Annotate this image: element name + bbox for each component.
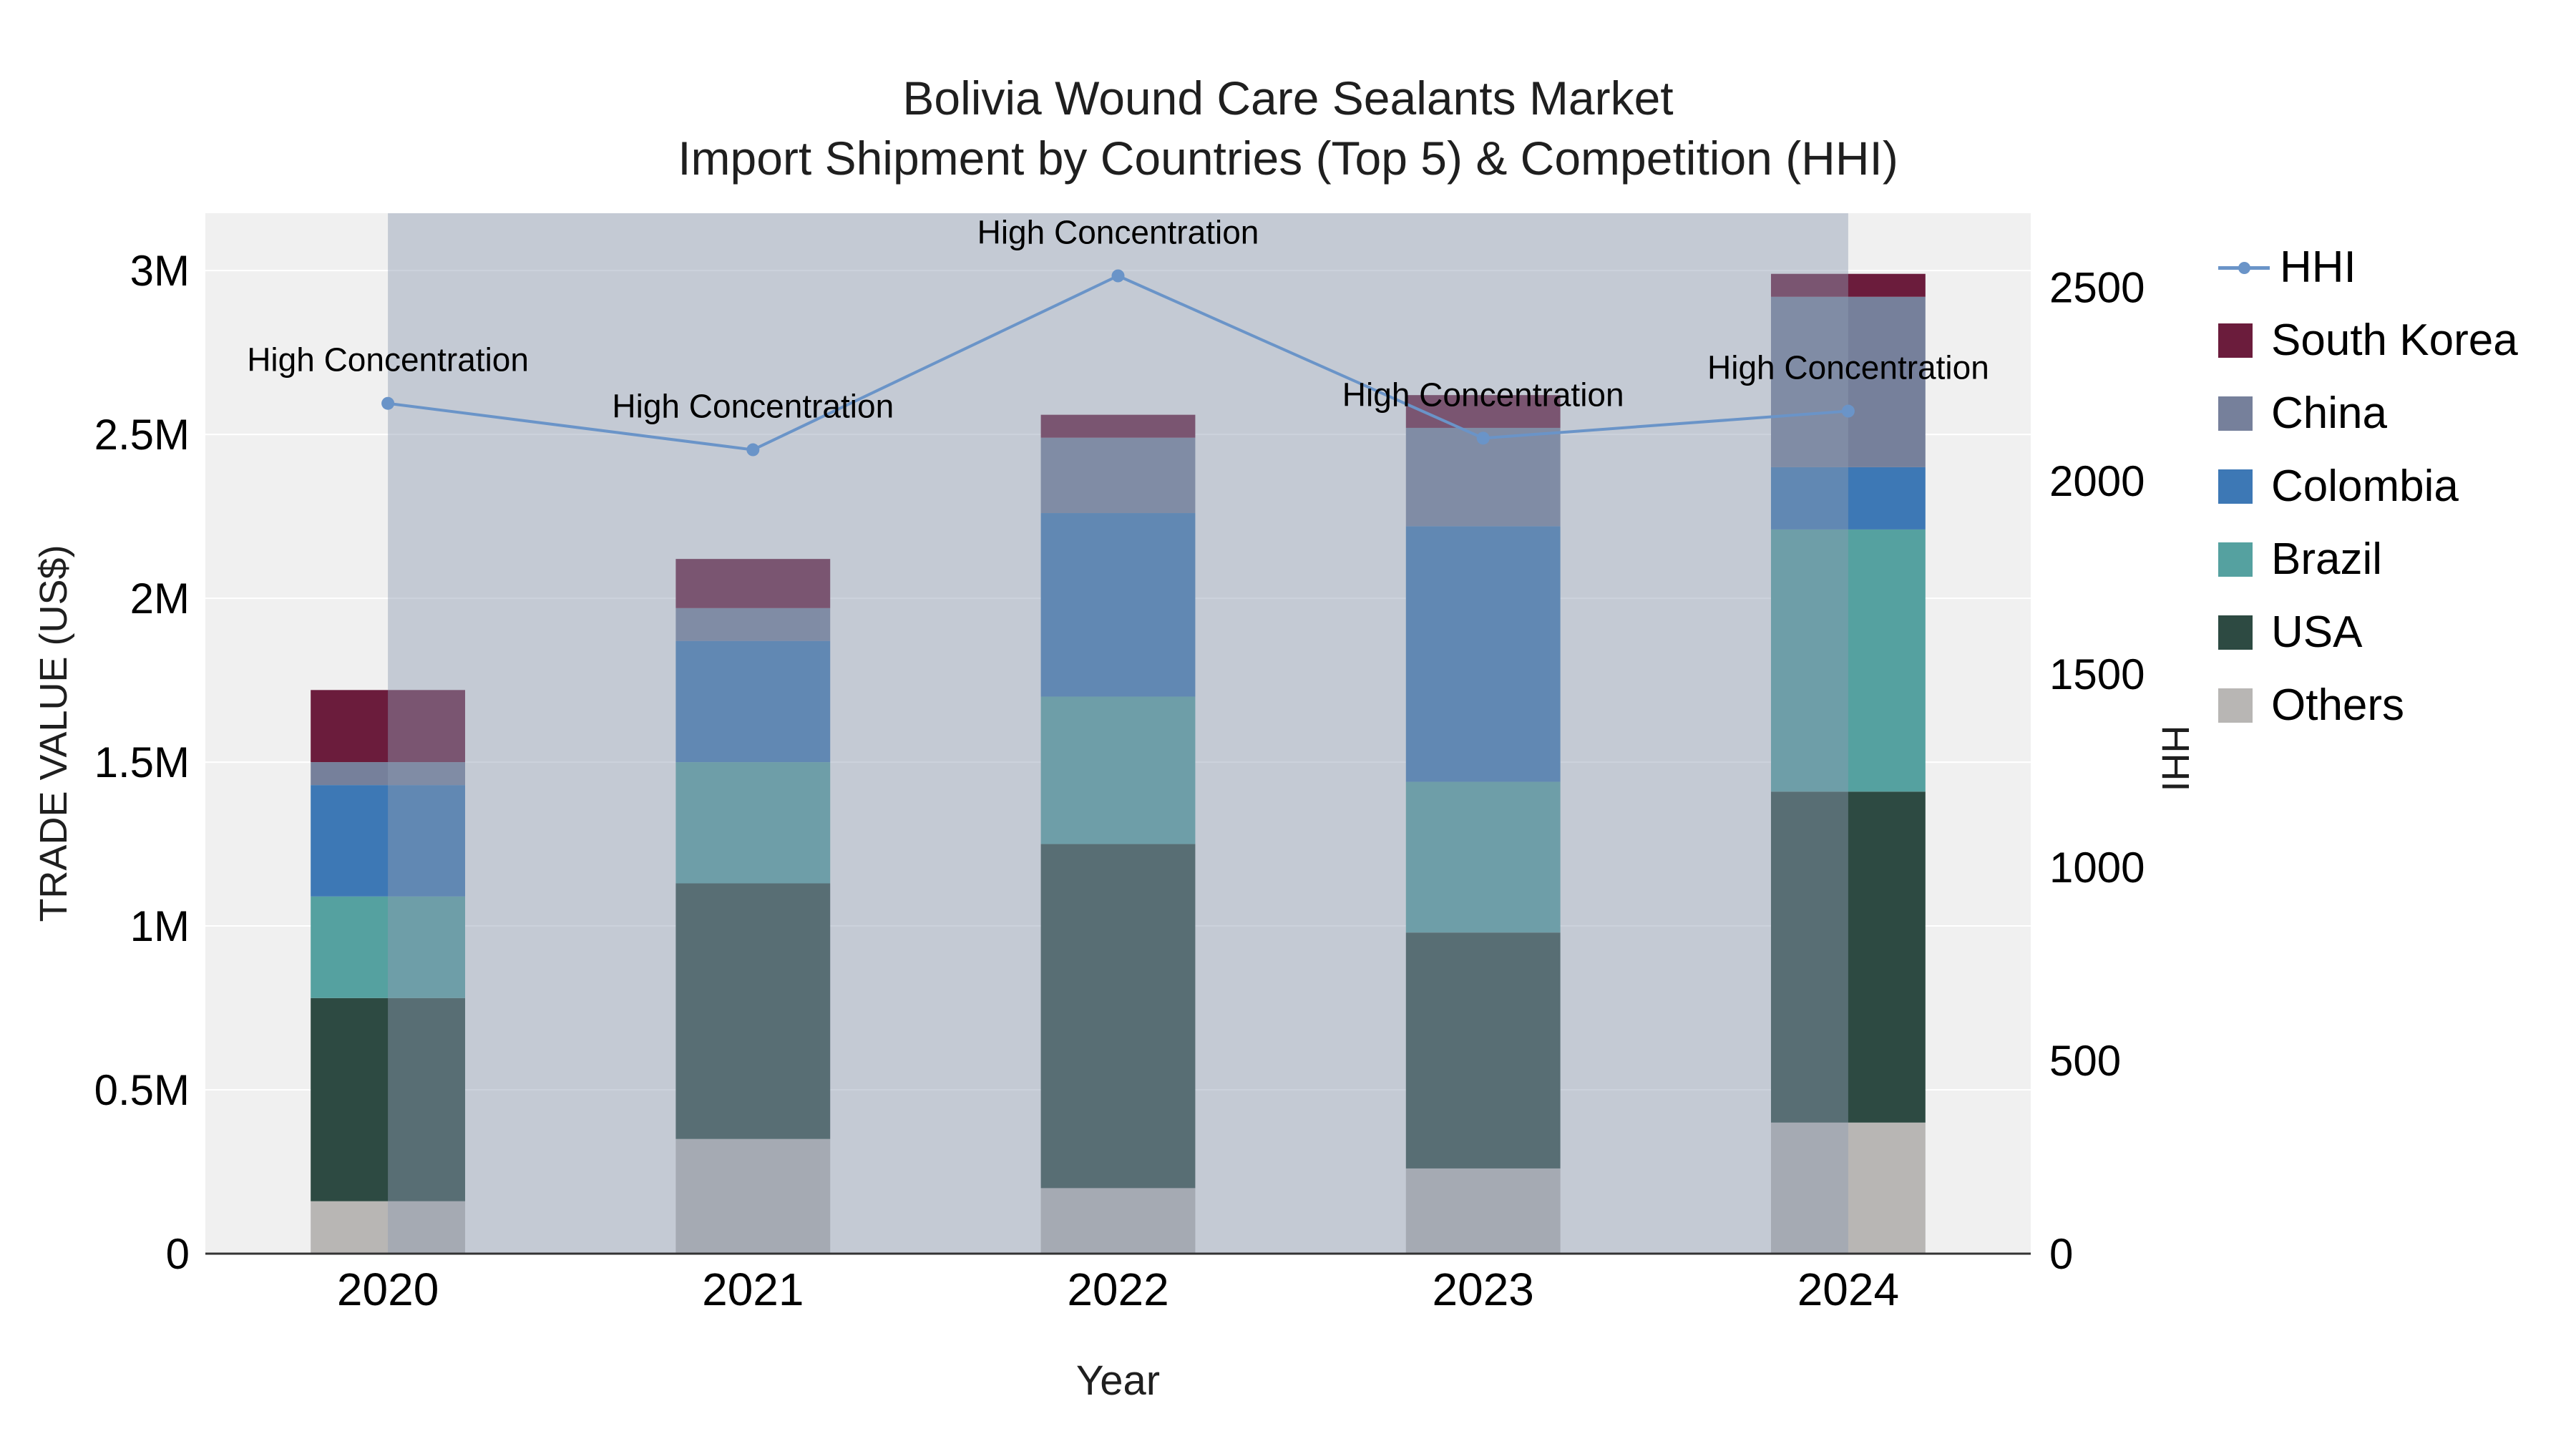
y-tick-label: 0.5M xyxy=(94,1066,190,1114)
bar-segment-south-korea-2022[interactable] xyxy=(1040,414,1196,438)
bar-segment-south-korea-2024[interactable] xyxy=(1770,273,1926,297)
bar-segment-others-2020[interactable] xyxy=(311,1201,466,1254)
y-axis-title: TRADE VALUE (US$) xyxy=(32,545,75,922)
bar-segment-colombia-2020[interactable] xyxy=(311,785,466,897)
y-tick-label: 2M xyxy=(130,575,190,623)
y-tick-label: 0 xyxy=(166,1230,190,1278)
y-tick-label: 2.5M xyxy=(94,411,190,459)
legend-item-brazil[interactable]: Brazil xyxy=(2218,534,2518,585)
legend-item-south-korea[interactable]: South Korea xyxy=(2218,315,2518,366)
bar-segment-brazil-2020[interactable] xyxy=(311,896,466,998)
bar-segment-others-2024[interactable] xyxy=(1770,1122,1926,1254)
bar-segment-china-2022[interactable] xyxy=(1040,437,1196,514)
chart-subtitle: Import Shipment by Countries (Top 5) & C… xyxy=(678,132,1898,185)
bar-segment-china-2024[interactable] xyxy=(1770,296,1926,467)
y2-tick-label: 2000 xyxy=(2049,457,2145,505)
bar-segment-china-2020[interactable] xyxy=(311,762,466,786)
bar-segment-china-2021[interactable] xyxy=(675,608,831,641)
y2-tick-label: 1500 xyxy=(2049,650,2145,698)
x-tick-label-2021: 2021 xyxy=(702,1264,804,1315)
annotation-high-concentration: High Concentration xyxy=(247,341,529,379)
legend-label: Brazil xyxy=(2271,535,2383,584)
bar-segment-usa-2021[interactable] xyxy=(675,883,831,1139)
x-tick-label-2024: 2024 xyxy=(1797,1264,1899,1315)
hhi-marker-2020[interactable] xyxy=(381,396,395,410)
legend-color-swatch xyxy=(2218,469,2253,504)
hhi-marker-2022[interactable] xyxy=(1111,269,1125,283)
y2-tick-label: 2500 xyxy=(2049,264,2145,312)
legend-item-china[interactable]: China xyxy=(2218,388,2518,439)
annotation-high-concentration: High Concentration xyxy=(977,213,1259,250)
x-tick-label-2023: 2023 xyxy=(1433,1264,1534,1315)
bar-segment-colombia-2023[interactable] xyxy=(1405,526,1561,782)
chart-title-block: Bolivia Wound Care Sealants Market Impor… xyxy=(0,68,2576,189)
bar-segment-south-korea-2023[interactable] xyxy=(1405,395,1561,428)
legend-label: South Korea xyxy=(2271,316,2518,365)
chart-title: Bolivia Wound Care Sealants Market xyxy=(902,72,1674,125)
bar-segment-others-2021[interactable] xyxy=(675,1138,831,1254)
y2-tick-label: 1000 xyxy=(2049,844,2145,892)
x-axis-title: Year xyxy=(1075,1357,1161,1404)
hhi-marker-2024[interactable] xyxy=(1841,404,1855,418)
legend-label: Others xyxy=(2271,680,2405,730)
y-tick-label: 1.5M xyxy=(94,738,190,786)
legend-color-swatch xyxy=(2218,688,2253,723)
legend-color-swatch xyxy=(2218,323,2253,358)
x-tick-label-2022: 2022 xyxy=(1067,1264,1169,1315)
bar-segment-usa-2023[interactable] xyxy=(1405,932,1561,1169)
hhi-marker-2023[interactable] xyxy=(1476,431,1490,445)
legend-line-swatch xyxy=(2218,250,2270,285)
y2-tick-label: 0 xyxy=(2049,1230,2073,1278)
bar-segment-others-2022[interactable] xyxy=(1040,1188,1196,1254)
annotation-high-concentration: High Concentration xyxy=(1707,349,1989,386)
legend-color-swatch xyxy=(2218,615,2253,650)
y-tick-label: 1M xyxy=(130,902,190,950)
legend-label: USA xyxy=(2271,608,2363,657)
bar-segment-colombia-2024[interactable] xyxy=(1770,467,1926,530)
annotation-high-concentration: High Concentration xyxy=(612,388,894,425)
bar-segment-south-korea-2020[interactable] xyxy=(311,690,466,763)
chart-legend: HHI South Korea China Colombia Brazil USA Othe… xyxy=(2218,242,2518,731)
legend-color-swatch xyxy=(2218,396,2253,431)
y2-axis-title: HHI xyxy=(2154,725,2197,792)
bar-segment-usa-2024[interactable] xyxy=(1770,791,1926,1123)
annotation-high-concentration: High Concentration xyxy=(1342,376,1624,413)
legend-item-colombia[interactable]: Colombia xyxy=(2218,461,2518,512)
legend-label: Colombia xyxy=(2271,462,2459,511)
bar-segment-others-2023[interactable] xyxy=(1405,1168,1561,1254)
y2-tick-label: 500 xyxy=(2049,1037,2121,1085)
legend-label: China xyxy=(2271,389,2387,438)
hhi-marker-2021[interactable] xyxy=(746,443,760,457)
bar-segment-brazil-2023[interactable] xyxy=(1405,781,1561,933)
legend-color-swatch xyxy=(2218,542,2253,577)
bar-segment-brazil-2022[interactable] xyxy=(1040,696,1196,844)
x-tick-label-2020: 2020 xyxy=(337,1264,439,1315)
legend-item-hhi[interactable]: HHI xyxy=(2218,242,2518,293)
legend-item-usa[interactable]: USA xyxy=(2218,607,2518,658)
legend-label: HHI xyxy=(2280,243,2356,292)
highlight-band xyxy=(388,213,1848,1254)
bar-segment-brazil-2021[interactable] xyxy=(675,762,831,884)
bar-segment-colombia-2022[interactable] xyxy=(1040,513,1196,697)
bar-segment-brazil-2024[interactable] xyxy=(1770,529,1926,792)
bar-segment-south-korea-2021[interactable] xyxy=(675,559,831,608)
bar-segment-usa-2022[interactable] xyxy=(1040,844,1196,1189)
y-tick-label: 3M xyxy=(130,247,190,295)
bar-segment-colombia-2021[interactable] xyxy=(675,640,831,763)
bar-segment-usa-2020[interactable] xyxy=(311,997,466,1201)
legend-item-others[interactable]: Others xyxy=(2218,680,2518,731)
